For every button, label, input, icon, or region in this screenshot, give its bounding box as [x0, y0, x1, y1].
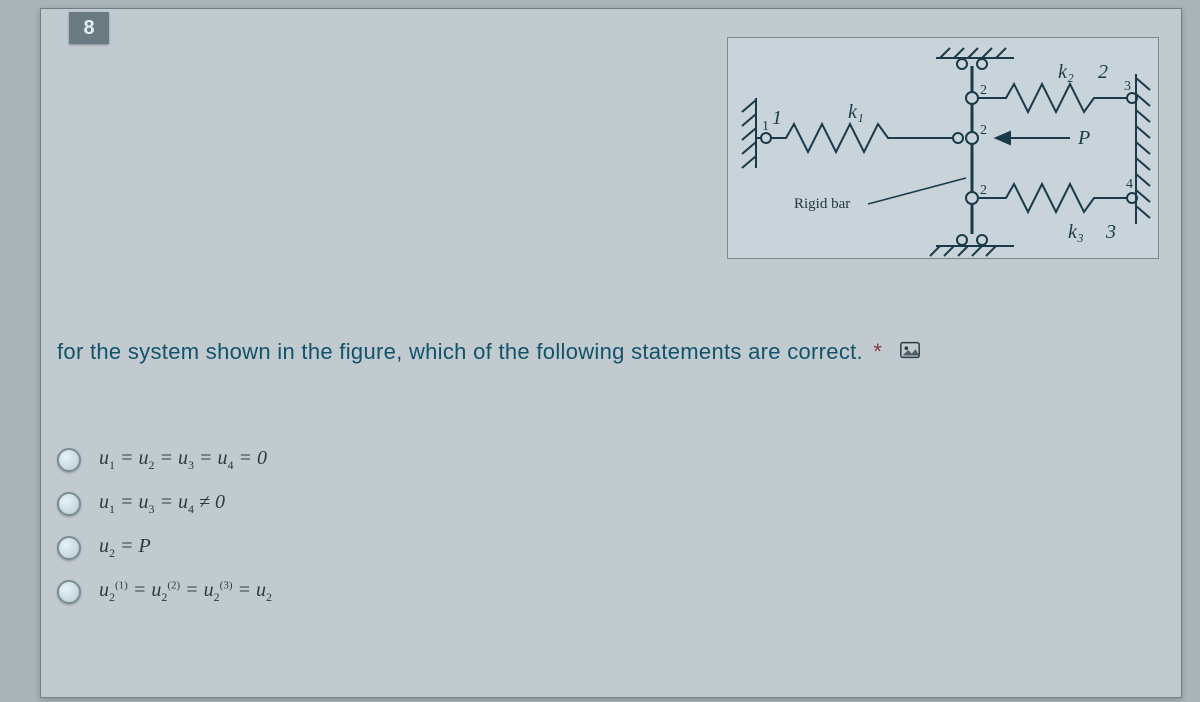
option-1-label: u1 = u2 = u3 = u4 = 0 [99, 447, 267, 473]
bar-node-top: 2 [980, 83, 987, 98]
option-3[interactable]: u2 = P [57, 535, 272, 561]
node1-label: 1 [762, 119, 769, 134]
k3-label: k₃ [1068, 221, 1084, 243]
node3-label: 3 [1124, 79, 1131, 94]
question-text: for the system shown in the figure, whic… [57, 339, 863, 364]
node4-label: 4 [1126, 177, 1133, 192]
system-figure: 1 1 k₁ 2 2 2 [727, 37, 1159, 259]
element3-label: 3 [1105, 221, 1116, 243]
radio-icon[interactable] [57, 580, 81, 604]
question-number: 8 [69, 12, 109, 44]
option-2-label: u1 = u3 = u4 ≠ 0 [99, 491, 225, 517]
k1-label: k₁ [848, 101, 864, 123]
option-4-label: u2(1) = u2(2) = u2(3) = u2 [99, 579, 272, 605]
question-text-row: for the system shown in the figure, whic… [57, 339, 1151, 367]
radio-icon[interactable] [57, 492, 81, 516]
force-P-label: P [1077, 127, 1090, 149]
k2-label: k₂ [1058, 61, 1074, 83]
required-mark: * [873, 339, 882, 364]
element1-label: 1 [772, 107, 782, 129]
option-1[interactable]: u1 = u2 = u3 = u4 = 0 [57, 447, 272, 473]
question-card: 8 1 1 k₁ [40, 8, 1182, 698]
option-4[interactable]: u2(1) = u2(2) = u2(3) = u2 [57, 579, 272, 605]
radio-icon[interactable] [57, 448, 81, 472]
element2-label: 2 [1098, 61, 1108, 83]
image-icon [899, 339, 921, 367]
bar-node-bot: 2 [980, 183, 987, 198]
radio-icon[interactable] [57, 536, 81, 560]
options-list: u1 = u2 = u3 = u4 = 0 u1 = u3 = u4 ≠ 0 u… [57, 429, 272, 623]
rigid-bar-label: Rigid bar [794, 196, 850, 212]
option-2[interactable]: u1 = u3 = u4 ≠ 0 [57, 491, 272, 517]
option-3-label: u2 = P [99, 535, 151, 561]
bar-node-mid: 2 [980, 123, 987, 138]
